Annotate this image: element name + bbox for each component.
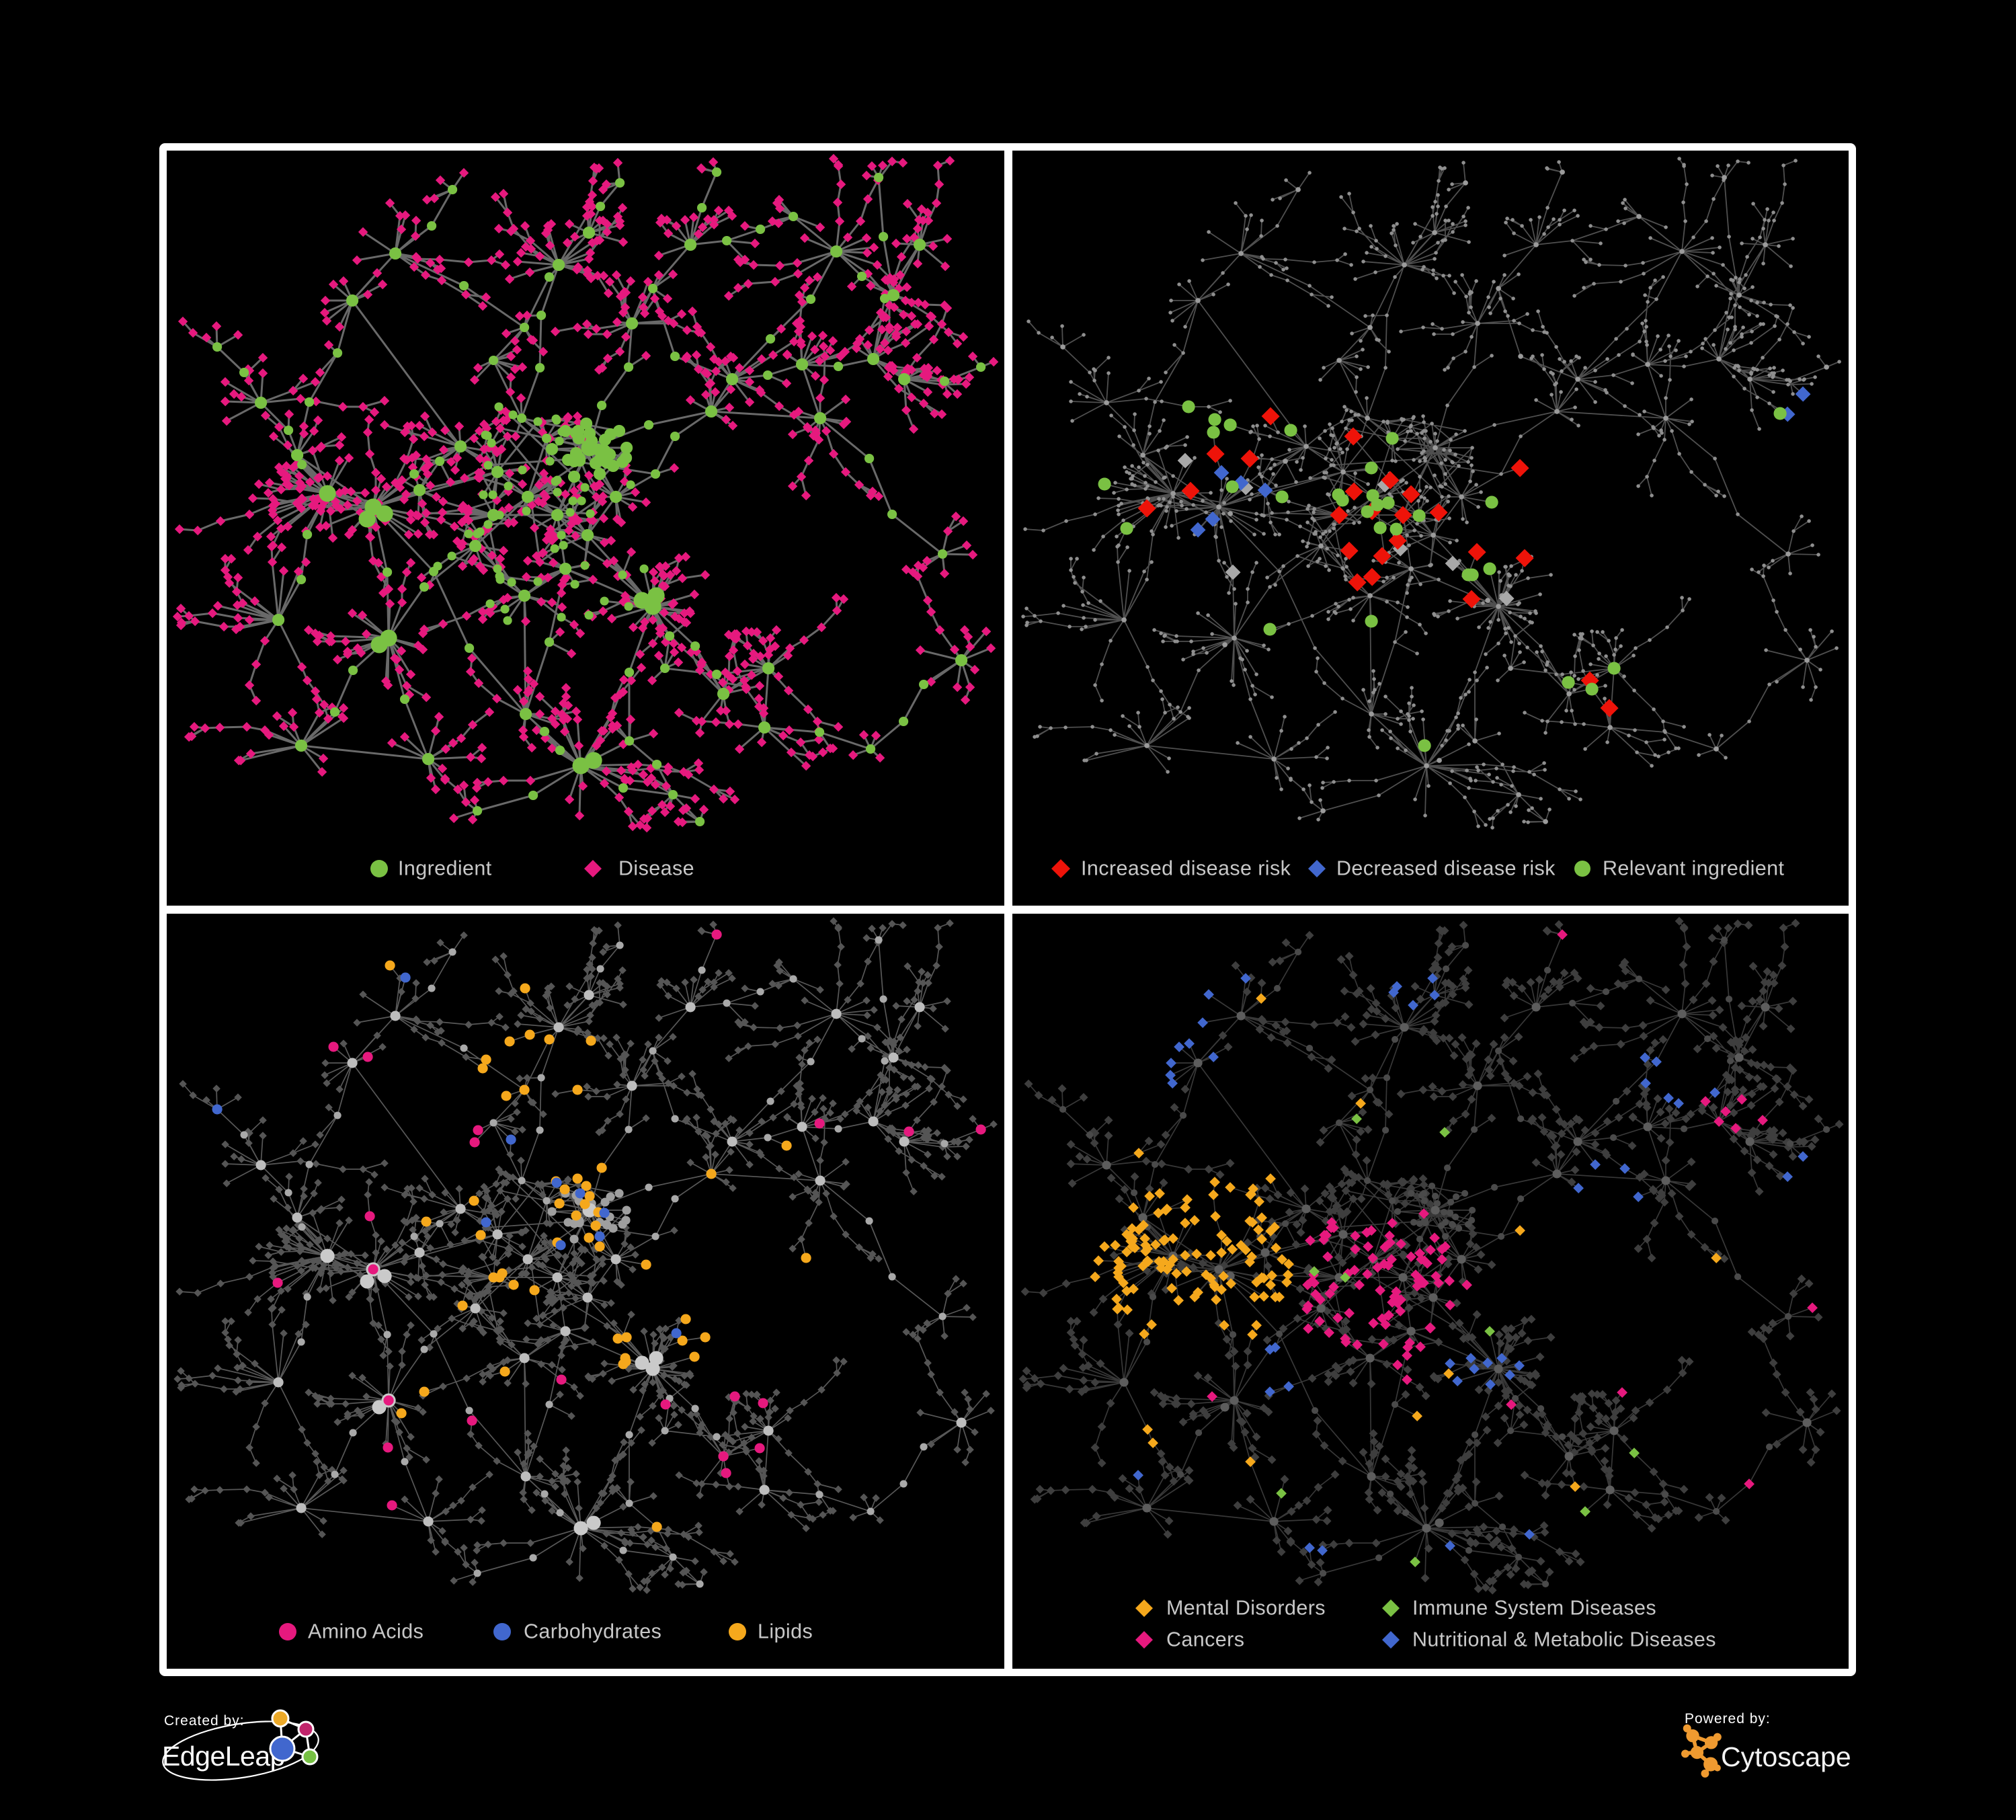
svg-text:Cytoscape: Cytoscape	[1721, 1741, 1851, 1772]
svg-text:Powered by:: Powered by:	[1685, 1711, 1771, 1727]
svg-text:Created by:: Created by:	[164, 1713, 245, 1729]
svg-text:EdgeLeap: EdgeLeap	[162, 1741, 285, 1772]
